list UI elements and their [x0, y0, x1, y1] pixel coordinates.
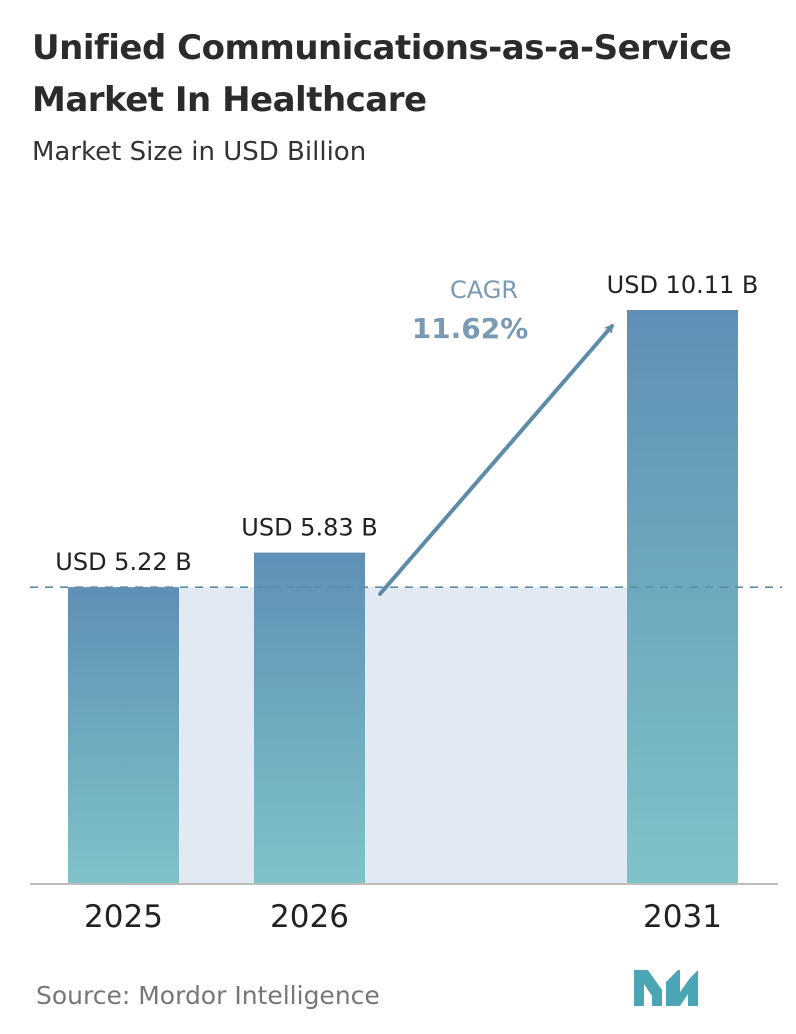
chart-subtitle: Market Size in USD Billion [32, 137, 367, 167]
cagr-value: 11.62% [412, 312, 529, 345]
cagr-annotation: CAGR 11.62% [378, 276, 614, 596]
bar-value-label: USD 5.22 B [55, 548, 191, 576]
bar-2031 [627, 310, 738, 883]
logo-shape [666, 970, 698, 1006]
reference-line-layer [30, 586, 782, 885]
source-note: Source: Mordor Intelligence [36, 981, 380, 1010]
bar-value-label: USD 5.83 B [241, 514, 377, 542]
bar-chart: USD 5.22 B 2025 USD 5.83 B 2026 USD 10.11 B 2… [30, 271, 782, 935]
cagr-arrow [378, 324, 614, 596]
labels: USD 5.22 B 2025 USD 5.83 B 2026 USD 10.11 B 2… [55, 271, 758, 935]
chart-title: Unified Communications-as-a-Service Mark… [32, 28, 732, 120]
x-tick-label: 2031 [643, 899, 722, 935]
x-tick-label: 2026 [270, 899, 349, 935]
logo-shape [634, 970, 662, 1006]
cagr-label: CAGR [450, 276, 518, 304]
mordor-intelligence-logo-icon [634, 970, 698, 1006]
bar-value-label: USD 10.11 B [607, 271, 759, 299]
bar-2026 [254, 552, 365, 883]
bars [68, 310, 738, 883]
reference-band-area [68, 587, 738, 883]
bar-2025 [68, 587, 179, 883]
x-tick-label: 2025 [84, 899, 163, 935]
reference-band [68, 587, 738, 883]
